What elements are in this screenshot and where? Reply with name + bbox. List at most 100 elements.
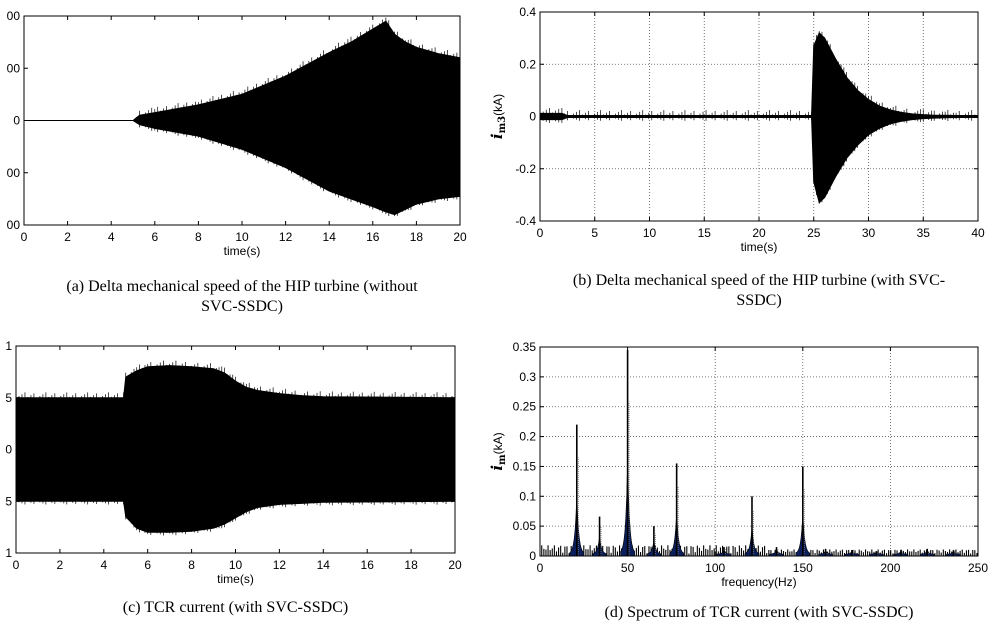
chart-caption: (b) Delta mechanical speed of the HIP tu… <box>573 272 945 289</box>
y-label-unit: (kA) <box>491 94 505 116</box>
x-tick-label: 6 <box>144 558 151 572</box>
x-tick-label: 200 <box>880 561 900 575</box>
y-axis: 1 5 0 5 1 <box>5 339 455 560</box>
y-axis: 0.4 0.2 0 -0.2 -0.4 <box>515 5 978 228</box>
spectrum-peak <box>844 550 860 557</box>
x-axis-label: time(s) <box>224 244 261 258</box>
x-tick-label: 50 <box>621 561 635 575</box>
x-tick-label: 250 <box>968 561 988 575</box>
x-tick-label: 15 <box>698 226 712 240</box>
x-axis: 0 2 4 6 8 10 12 14 16 18 20 <box>21 16 467 244</box>
y-axis-label: im3(kA) <box>488 94 508 139</box>
chart-b: 0 5 10 15 20 25 30 35 40 0.4 0.2 0 -0.2 -0.4 time(s) im… <box>488 5 985 309</box>
y-tick-label: 1 <box>5 546 12 560</box>
spectrum-peak <box>646 526 662 557</box>
y-axis-label: im(kA) <box>488 432 508 470</box>
chart-d: 0 50 100 150 200 250 0.35 0.3 0.25 0.2 0.15 0.1 0.05… <box>488 340 988 621</box>
y-label-symbol: i <box>488 133 506 139</box>
x-tick-label: 14 <box>323 230 337 244</box>
y-tick-label: 0.4 <box>519 5 536 19</box>
x-tick-label: 30 <box>862 226 876 240</box>
x-tick-label: 2 <box>64 230 71 244</box>
spectrum-peak <box>946 550 961 557</box>
y-tick-label: 0.1 <box>519 489 536 503</box>
y-tick-label: 0.15 <box>513 459 537 473</box>
y-tick-label: 00 <box>7 61 21 75</box>
y-axis: 0.35 0.3 0.25 0.2 0.15 0.1 0.05 0 <box>513 340 978 563</box>
signal-spikes <box>539 31 976 204</box>
x-axis-label: time(s) <box>217 572 254 586</box>
x-tick-label: 8 <box>195 230 202 244</box>
spectrum-peak <box>592 516 607 557</box>
x-tick-label: 14 <box>317 558 331 572</box>
x-tick-label: 10 <box>235 230 249 244</box>
x-tick-label: 150 <box>793 561 813 575</box>
spectrum-peak <box>919 548 935 557</box>
x-tick-label: 2 <box>57 558 64 572</box>
chart-caption: SSDC) <box>736 292 781 309</box>
x-tick-label: 16 <box>366 230 380 244</box>
spectrum-peak <box>818 548 833 557</box>
spectrum-peak <box>569 424 585 557</box>
y-tick-label: -0.4 <box>515 214 536 228</box>
chart-caption: (c) TCR current (with SVC-SSDC) <box>123 599 348 616</box>
signal-spikes <box>15 360 453 536</box>
y-tick-label: 0.35 <box>513 340 537 354</box>
spectrum-peak <box>669 463 684 557</box>
x-tick-label: 4 <box>100 558 107 572</box>
plot-area <box>540 347 978 556</box>
y-tick-label: 5 <box>5 494 12 508</box>
chart-caption: SVC-SSDC) <box>201 298 283 315</box>
y-tick-label: 5 <box>5 391 12 405</box>
y-tick-label: -0.2 <box>515 162 536 176</box>
y-label-subscript: m <box>497 454 508 465</box>
y-tick-label: 0.25 <box>513 400 537 414</box>
y-tick-label: 0 <box>529 549 536 563</box>
y-tick-label: 1 <box>5 339 12 353</box>
y-tick-label: 00 <box>7 9 21 23</box>
x-tick-label: 35 <box>917 226 931 240</box>
y-tick-label: 0 <box>529 110 536 124</box>
spectrum-peak <box>795 466 811 557</box>
y-label-subscript: m3 <box>497 116 508 134</box>
x-tick-label: 0 <box>537 561 544 575</box>
x-tick-label: 0 <box>537 226 544 240</box>
y-tick-label: 0.05 <box>513 519 537 533</box>
x-axis-label: time(s) <box>741 240 778 254</box>
x-axis: 0 5 10 15 20 25 30 35 40 <box>537 12 985 240</box>
spectrum-peak <box>620 349 635 557</box>
x-tick-label: 100 <box>705 561 725 575</box>
signal-spikes <box>135 17 458 217</box>
y-tick-label: 0.3 <box>519 370 536 384</box>
x-tick-label: 0 <box>13 558 20 572</box>
x-tick-label: 6 <box>151 230 158 244</box>
x-tick-label: 4 <box>108 230 115 244</box>
x-tick-label: 18 <box>410 230 424 244</box>
x-tick-label: 0 <box>21 230 28 244</box>
y-label-unit: (kA) <box>491 432 505 454</box>
x-tick-label: 10 <box>229 558 243 572</box>
spectrum-peak <box>744 496 760 557</box>
x-axis-label: frequency(Hz) <box>721 575 796 589</box>
y-tick-label: 0 <box>5 443 12 457</box>
y-label-symbol: i <box>488 465 506 471</box>
spectrum-peak <box>893 550 909 557</box>
x-tick-label: 16 <box>361 558 375 572</box>
x-tick-label: 12 <box>273 558 287 572</box>
x-axis: 0 50 100 150 200 250 <box>537 347 988 575</box>
x-tick-label: 40 <box>971 226 985 240</box>
spectrum-peak <box>869 551 884 557</box>
x-tick-label: 25 <box>807 226 821 240</box>
y-tick-label: 0.2 <box>519 57 536 71</box>
spectrum-peak <box>716 547 732 557</box>
x-tick-label: 8 <box>188 558 195 572</box>
x-tick-label: 20 <box>448 558 462 572</box>
chart-c: 0 2 4 6 8 10 12 14 16 18 20 1 5 0 5 1 time(s) (c) TCR cur… <box>5 339 462 616</box>
x-tick-label: 5 <box>591 226 598 240</box>
y-tick-label: 00 <box>7 166 21 180</box>
x-tick-label: 20 <box>453 230 467 244</box>
x-tick-label: 10 <box>643 226 657 240</box>
y-tick-label: 00 <box>7 218 21 232</box>
